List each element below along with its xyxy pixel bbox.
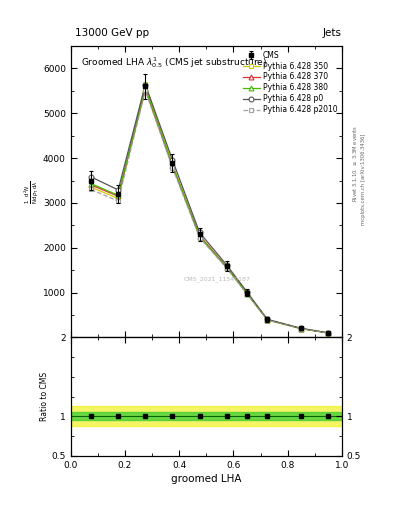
Text: Jets: Jets: [323, 28, 342, 38]
Pythia 6.428 p0: [224, 262, 229, 268]
Pythia 6.428 380: [265, 317, 270, 323]
Pythia 6.428 380: [197, 233, 202, 240]
Pythia 6.428 p0: [299, 325, 303, 331]
Pythia 6.428 370: [143, 87, 148, 93]
Y-axis label: Ratio to CMS: Ratio to CMS: [40, 372, 49, 421]
Pythia 6.428 p0: [170, 157, 175, 163]
Pythia 6.428 370: [116, 193, 121, 199]
Text: mcplots.cern.ch [arXiv:1306.3436]: mcplots.cern.ch [arXiv:1306.3436]: [361, 134, 366, 225]
Text: CMS_2021_11540187: CMS_2021_11540187: [184, 276, 251, 282]
Pythia 6.428 350: [244, 291, 250, 297]
Line: Pythia 6.428 p0: Pythia 6.428 p0: [89, 82, 331, 335]
Pythia 6.428 p2010: [197, 234, 202, 241]
Pythia 6.428 p2010: [224, 265, 229, 271]
Pythia 6.428 p2010: [299, 326, 303, 332]
Pythia 6.428 370: [224, 264, 229, 270]
Pythia 6.428 380: [244, 290, 250, 296]
Text: Groomed LHA $\lambda_{0.5}^{1}$ (CMS jet substructure): Groomed LHA $\lambda_{0.5}^{1}$ (CMS jet…: [81, 55, 267, 70]
Line: Pythia 6.428 370: Pythia 6.428 370: [89, 87, 331, 335]
Pythia 6.428 p0: [89, 174, 94, 180]
Pythia 6.428 380: [170, 162, 175, 168]
Pythia 6.428 p2010: [116, 198, 121, 204]
Pythia 6.428 380: [116, 192, 121, 198]
Pythia 6.428 350: [224, 264, 229, 270]
Pythia 6.428 380: [224, 265, 229, 271]
Line: Pythia 6.428 350: Pythia 6.428 350: [89, 82, 331, 335]
Legend: CMS, Pythia 6.428 350, Pythia 6.428 370, Pythia 6.428 380, Pythia 6.428 p0, Pyth: CMS, Pythia 6.428 350, Pythia 6.428 370,…: [241, 48, 340, 117]
Pythia 6.428 p0: [116, 187, 121, 193]
Pythia 6.428 380: [299, 326, 303, 332]
Pythia 6.428 350: [265, 317, 270, 323]
Pythia 6.428 350: [170, 161, 175, 167]
Pythia 6.428 370: [170, 163, 175, 169]
Pythia 6.428 p0: [326, 330, 331, 336]
Pythia 6.428 350: [197, 233, 202, 239]
Pythia 6.428 370: [89, 182, 94, 188]
Pythia 6.428 370: [197, 232, 202, 239]
Pythia 6.428 p2010: [170, 164, 175, 170]
Pythia 6.428 p2010: [244, 291, 250, 297]
Pythia 6.428 370: [299, 326, 303, 332]
X-axis label: groomed LHA: groomed LHA: [171, 474, 242, 484]
Pythia 6.428 p2010: [143, 88, 148, 94]
Pythia 6.428 370: [326, 330, 331, 336]
Pythia 6.428 350: [299, 326, 303, 332]
Pythia 6.428 370: [265, 316, 270, 323]
Bar: [71, 406, 342, 426]
Text: Rivet 3.1.10, $\geq$ 3.3M events: Rivet 3.1.10, $\geq$ 3.3M events: [352, 125, 359, 202]
Pythia 6.428 p0: [143, 81, 148, 88]
Pythia 6.428 p2010: [89, 186, 94, 193]
Pythia 6.428 350: [143, 81, 148, 87]
Y-axis label: $\frac{1}{\mathrm{N}} \frac{\mathrm{d}^{2}N}{\mathrm{d}p_{\mathrm{T}}\,\mathrm{d: $\frac{1}{\mathrm{N}} \frac{\mathrm{d}^{…: [22, 180, 40, 203]
Pythia 6.428 350: [116, 196, 121, 202]
Pythia 6.428 370: [244, 290, 250, 296]
Pythia 6.428 350: [326, 330, 331, 336]
Pythia 6.428 p2010: [326, 330, 331, 336]
Pythia 6.428 380: [326, 330, 331, 336]
Pythia 6.428 p2010: [265, 317, 270, 323]
Line: Pythia 6.428 380: Pythia 6.428 380: [89, 86, 331, 335]
Bar: [71, 412, 342, 420]
Text: 13000 GeV pp: 13000 GeV pp: [75, 28, 149, 38]
Pythia 6.428 p0: [197, 229, 202, 236]
Pythia 6.428 350: [89, 184, 94, 190]
Pythia 6.428 p0: [265, 316, 270, 323]
Pythia 6.428 380: [143, 85, 148, 91]
Line: Pythia 6.428 p2010: Pythia 6.428 p2010: [89, 88, 331, 335]
Pythia 6.428 380: [89, 181, 94, 187]
Pythia 6.428 p0: [244, 289, 250, 295]
